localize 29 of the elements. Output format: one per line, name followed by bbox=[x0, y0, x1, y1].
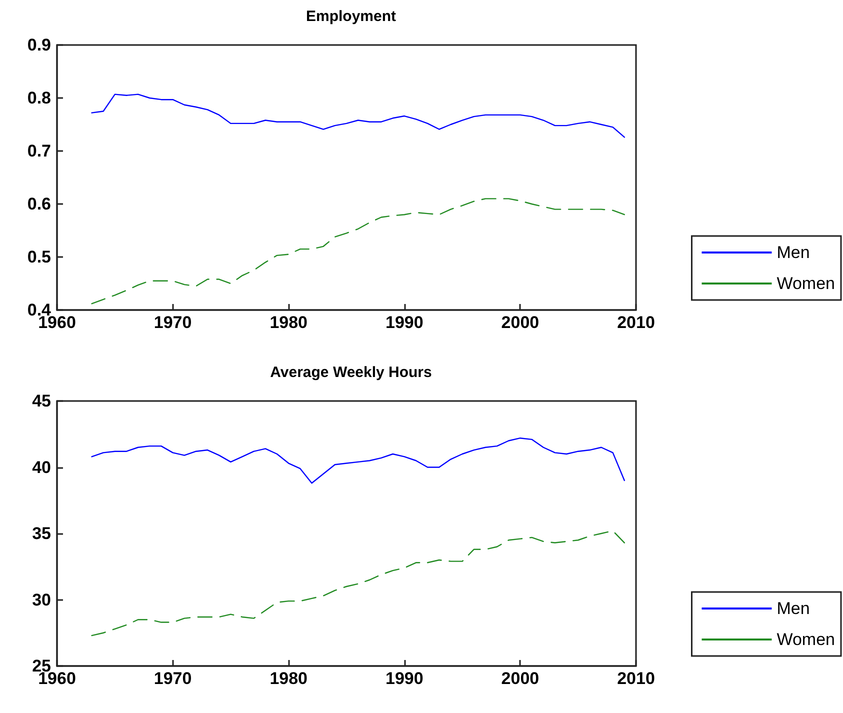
y-tick-label: 0.9 bbox=[27, 36, 51, 54]
y-tick-label: 0.8 bbox=[27, 88, 51, 108]
x-tick-label: 1990 bbox=[385, 669, 424, 688]
line-series bbox=[91, 198, 626, 304]
y-tick-label: 40 bbox=[32, 458, 51, 477]
y-tick-label: 0.7 bbox=[27, 142, 51, 160]
y-tick-label: 0.5 bbox=[27, 248, 51, 266]
x-tick-label: 2000 bbox=[501, 669, 540, 688]
legend-label: Men bbox=[776, 599, 810, 618]
x-tick-label: 1980 bbox=[270, 669, 308, 688]
legend-label: Women bbox=[776, 630, 835, 649]
y-tick-label: 30 bbox=[32, 590, 51, 610]
legend-label: Men bbox=[776, 243, 810, 262]
x-tick-label: 2010 bbox=[617, 669, 655, 688]
x-tick-label: 1970 bbox=[154, 313, 192, 332]
y-tick-label: 45 bbox=[32, 392, 51, 410]
legend-label: Women bbox=[776, 274, 835, 293]
x-tick-label: 1970 bbox=[154, 669, 192, 688]
line-series bbox=[91, 530, 626, 636]
chart-title: Employment bbox=[306, 8, 396, 25]
line-series bbox=[91, 438, 626, 484]
y-tick-label: 35 bbox=[32, 524, 51, 543]
line-series bbox=[91, 94, 626, 138]
x-tick-label: 2010 bbox=[617, 313, 655, 332]
chart-title: Average Weekly Hours bbox=[270, 364, 432, 381]
x-tick-label: 1980 bbox=[270, 313, 308, 332]
x-tick-label: 1990 bbox=[385, 313, 424, 332]
x-tick-label: 2000 bbox=[501, 313, 540, 332]
y-tick-label: 0.6 bbox=[27, 194, 51, 214]
